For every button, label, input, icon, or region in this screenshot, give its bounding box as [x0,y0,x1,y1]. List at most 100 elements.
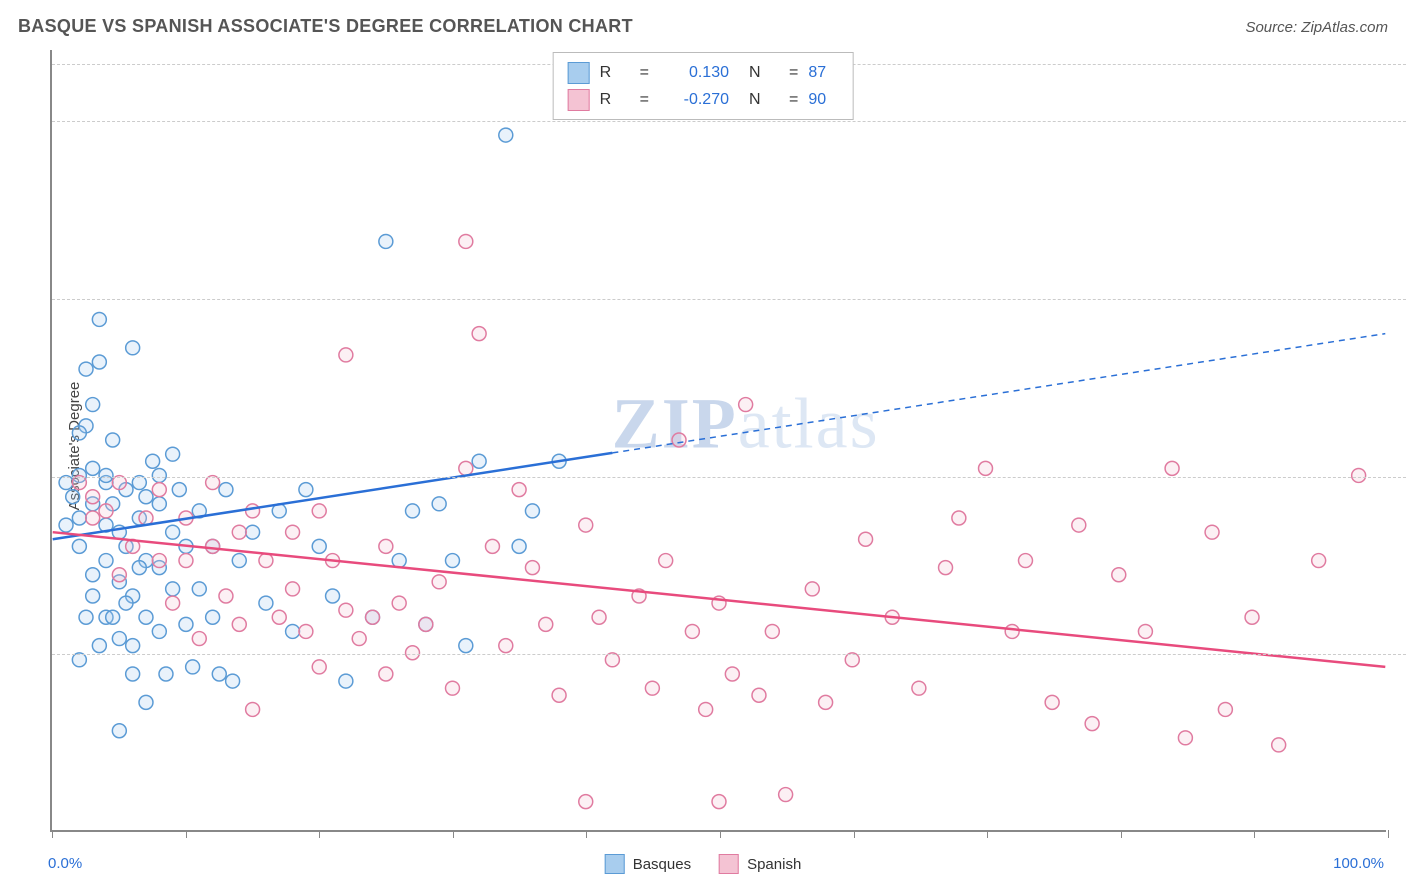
data-point [59,518,73,532]
data-point [1352,468,1366,482]
data-point [1045,695,1059,709]
data-point [326,589,340,603]
data-point [339,603,353,617]
trend-line [53,532,1386,667]
data-point [192,632,206,646]
data-point [139,490,153,504]
data-point [152,468,166,482]
data-point [86,568,100,582]
gridline [52,121,1406,122]
x-tick [1121,830,1122,838]
source-attribution: Source: ZipAtlas.com [1245,19,1388,36]
data-point [352,632,366,646]
data-point [159,667,173,681]
data-point [512,539,526,553]
data-point [912,681,926,695]
data-point [525,561,539,575]
data-point [206,610,220,624]
data-point [92,355,106,369]
stat-r-value: -0.270 [659,86,729,113]
data-point [132,561,146,575]
data-point [112,476,126,490]
data-point [672,433,686,447]
data-point [739,398,753,412]
legend-label: Spanish [747,856,801,873]
data-point [579,795,593,809]
data-point [72,476,86,490]
data-point [1245,610,1259,624]
data-point [72,539,86,553]
data-point [379,667,393,681]
data-point [339,674,353,688]
correlation-stats-box: R=0.130N=87R=-0.270N=90 [553,52,854,120]
data-point [406,504,420,518]
data-point [645,681,659,695]
data-point [246,504,260,518]
stat-n-value: 87 [808,59,838,86]
data-point [232,617,246,631]
plot-svg [52,50,1386,830]
data-point [979,461,993,475]
data-point [432,575,446,589]
chart-title: BASQUE VS SPANISH ASSOCIATE'S DEGREE COR… [18,16,633,37]
scatter-plot: ZIPatlas 25.0%50.0%75.0%100.0% [50,50,1386,832]
data-point [339,348,353,362]
data-point [1165,461,1179,475]
data-point [86,511,100,525]
data-point [86,490,100,504]
data-point [152,624,166,638]
data-point [819,695,833,709]
legend-swatch [568,89,590,111]
data-point [592,610,606,624]
data-point [446,554,460,568]
data-point [126,639,140,653]
data-point [132,476,146,490]
data-point [859,532,873,546]
data-point [379,234,393,248]
stat-r-value: 0.130 [659,59,729,86]
data-point [106,433,120,447]
data-point [152,497,166,511]
data-point [699,702,713,716]
data-point [286,582,300,596]
data-point [166,582,180,596]
x-tick [987,830,988,838]
legend-swatch [719,854,739,874]
data-point [712,795,726,809]
legend-swatch [568,62,590,84]
data-point [312,660,326,674]
x-axis-min-label: 0.0% [48,855,82,872]
data-point [1019,554,1033,568]
x-tick [854,830,855,838]
data-point [72,426,86,440]
data-point [66,490,80,504]
legend-label: Basques [633,856,691,873]
data-point [206,539,220,553]
trend-line [53,453,613,539]
x-tick [52,830,53,838]
data-point [186,660,200,674]
data-point [226,674,240,688]
chart-header: BASQUE VS SPANISH ASSOCIATE'S DEGREE COR… [18,16,1388,37]
x-tick [720,830,721,838]
legend-swatch [605,854,625,874]
data-point [119,596,133,610]
data-point [392,596,406,610]
series-legend: Basques Spanish [605,854,802,874]
data-point [379,539,393,553]
stat-n-label: N [749,59,779,86]
data-point [206,476,220,490]
data-point [286,624,300,638]
data-point [299,624,313,638]
x-axis-max-label: 100.0% [1333,855,1384,872]
data-point [219,483,233,497]
data-point [939,561,953,575]
x-tick [453,830,454,838]
stat-r-label: R [600,86,630,113]
data-point [312,539,326,553]
stat-row: R=-0.270N=90 [568,86,839,113]
data-point [212,667,226,681]
data-point [99,554,113,568]
gridline [52,654,1406,655]
data-point [112,568,126,582]
